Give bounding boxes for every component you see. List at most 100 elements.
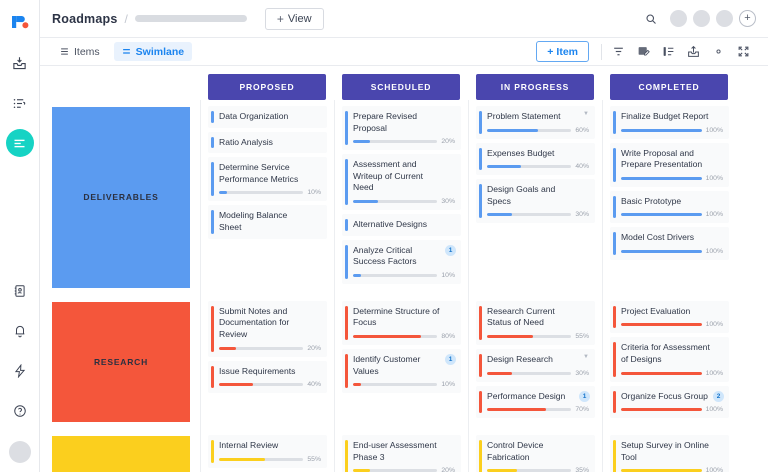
sidebar-item-help[interactable] xyxy=(6,397,34,425)
board-card[interactable]: Modeling Balance Sheet xyxy=(208,205,327,239)
board-cell[interactable]: Data Organization Ratio Analysis Determine… xyxy=(200,100,334,295)
board-card[interactable]: Alternative Designs xyxy=(342,213,461,236)
column-header[interactable]: PROPOSED xyxy=(208,74,326,100)
plus-icon: + xyxy=(547,45,554,58)
board-card[interactable]: Criteria for Assessment of Designs 100% xyxy=(610,337,729,382)
board-card[interactable]: Problem Statement 60% ▼ xyxy=(476,106,595,139)
board-cell[interactable]: Control Device Fabrication 35% xyxy=(468,429,602,472)
board-cell[interactable]: Prepare Revised Proposal 20% Assessment an… xyxy=(334,100,468,295)
search-icon[interactable] xyxy=(642,10,660,28)
card-count-badge[interactable]: 1 xyxy=(445,353,456,365)
swimlane-label[interactable]: EVALUATION xyxy=(52,436,190,472)
sidebar-item-swimlane[interactable] xyxy=(5,129,34,157)
column-header[interactable]: COMPLETED xyxy=(610,74,728,100)
sidebar-item-automations[interactable] xyxy=(6,357,34,385)
card-color-bar xyxy=(211,136,214,149)
column-header[interactable]: IN PROGRESS xyxy=(476,74,594,100)
progress-fill xyxy=(621,371,702,375)
board-card[interactable]: Project Evaluation 100% xyxy=(610,300,729,334)
board-card[interactable]: End-user Assessment Phase 3 20% xyxy=(342,435,461,472)
board-card[interactable]: Organize Focus Group 100% 2 xyxy=(610,385,729,419)
board-card[interactable]: Data Organization xyxy=(208,106,327,128)
progress-fill xyxy=(219,191,228,195)
card-count-badge[interactable]: 1 xyxy=(445,244,456,256)
swimlane-label[interactable]: RESEARCH xyxy=(52,301,190,423)
card-count-badge[interactable]: 2 xyxy=(713,390,724,402)
board-cell[interactable]: Finalize Budget Report 100% Write Proposal… xyxy=(602,100,736,295)
edit-card-icon[interactable] xyxy=(631,42,656,62)
member-avatar[interactable] xyxy=(716,10,733,27)
sidebar-item-notifications[interactable] xyxy=(6,317,34,345)
card-color-bar xyxy=(345,353,348,389)
board-card[interactable]: Identify Customer Values 10% 1 xyxy=(342,348,461,394)
board-card[interactable]: Model Cost Drivers 100% xyxy=(610,227,729,260)
tab-swimlane[interactable]: Swimlane xyxy=(113,42,193,61)
card-title: Prepare Revised Proposal xyxy=(353,111,418,133)
user-avatar[interactable] xyxy=(8,441,31,463)
card-body: Problem Statement 60% xyxy=(487,111,589,134)
board-cell[interactable]: Project Evaluation 100% Criteria for Asses… xyxy=(602,294,736,430)
board-card[interactable]: Setup Survey in Online Tool 100% xyxy=(610,435,729,472)
board-card[interactable]: Prepare Revised Proposal 20% xyxy=(342,106,461,151)
member-avatar[interactable] xyxy=(693,10,710,27)
board-card[interactable]: Issue Requirements 40% xyxy=(208,360,327,394)
board-card[interactable]: Ratio Analysis xyxy=(208,131,327,154)
progress-fill xyxy=(621,249,702,253)
settings-gear-icon[interactable] xyxy=(706,42,731,62)
board-cell[interactable]: Research Current Status of Need 55% Design… xyxy=(468,294,602,430)
chevron-down-icon[interactable]: ▼ xyxy=(583,111,589,117)
card-progress: 100% xyxy=(621,248,723,255)
progress-percent: 100% xyxy=(705,467,723,472)
card-body: Project Evaluation 100% xyxy=(621,306,723,328)
board-cell[interactable]: Problem Statement 60% ▼ Expenses Budget 40% D… xyxy=(468,100,602,295)
board-card[interactable]: Analyze Critical Success Factors 10% 1 xyxy=(342,239,461,284)
board-card[interactable]: Determine Structure of Focus 80% xyxy=(342,300,461,345)
fullscreen-expand-icon[interactable] xyxy=(731,42,756,62)
card-title: Ratio Analysis xyxy=(219,136,273,147)
board-cell[interactable]: End-user Assessment Phase 320%Review Vol… xyxy=(334,429,468,472)
board-card[interactable]: Finalize Budget Report 100% xyxy=(610,106,729,139)
r-logo-icon[interactable] xyxy=(7,9,33,35)
card-color-bar xyxy=(211,111,214,123)
swimlane-board[interactable]: PROPOSED SCHEDULED IN PROGRESS COMPLETED DEL… xyxy=(40,66,768,472)
board-card[interactable]: Expenses Budget 40% xyxy=(476,142,595,176)
board-cell[interactable]: Determine Structure of Focus 80% Identify … xyxy=(334,294,468,430)
progress-percent: 30% xyxy=(441,197,455,205)
add-view-button[interactable]: + View xyxy=(264,7,324,30)
card-title: Design Goals and Specs xyxy=(487,184,556,206)
card-progress: 80% xyxy=(353,333,455,340)
tab-items[interactable]: Items xyxy=(52,42,108,61)
sidebar-item-tasks[interactable] xyxy=(6,89,34,117)
board-card[interactable]: Determine Service Performance Metrics 10% xyxy=(208,157,327,202)
board-card[interactable]: Design Goals and Specs 30% xyxy=(476,179,595,224)
add-member-button[interactable]: + xyxy=(739,10,756,27)
swimlane-label[interactable]: DELIVERABLES xyxy=(52,107,190,288)
column-header[interactable]: SCHEDULED xyxy=(342,74,460,100)
card-color-bar xyxy=(479,390,482,414)
card-count-badge[interactable]: 1 xyxy=(579,390,590,402)
export-upload-icon[interactable] xyxy=(681,42,706,62)
chevron-down-icon[interactable]: ▼ xyxy=(583,353,589,360)
board-cell[interactable]: Submit Notes and Documentation for Revie… xyxy=(200,294,334,430)
filter-icon[interactable] xyxy=(606,42,631,62)
columns-layout-icon[interactable] xyxy=(656,42,681,62)
board-card[interactable]: Internal Review 55% xyxy=(208,435,327,468)
progress-track xyxy=(487,334,572,338)
progress-percent: 10% xyxy=(441,381,455,389)
add-item-button[interactable]: + Item xyxy=(536,41,589,62)
board-card[interactable]: Write Proposal and Prepare Presentation 1… xyxy=(610,142,729,187)
board-card[interactable]: Assessment and Writeup of Current Need 30… xyxy=(342,154,461,210)
board-card[interactable]: Research Current Status of Need 55% xyxy=(476,300,595,345)
sidebar-item-contacts[interactable] xyxy=(6,277,34,305)
board-card[interactable]: Basic Prototype 100% xyxy=(610,190,729,224)
board-card[interactable]: Control Device Fabrication 35% xyxy=(476,435,595,472)
board-card[interactable]: Performance Design 70% 1 xyxy=(476,385,595,419)
board-card[interactable]: Submit Notes and Documentation for Revie… xyxy=(208,300,327,357)
progress-fill xyxy=(621,128,702,132)
board-card[interactable]: Design Research 30% ▼ xyxy=(476,348,595,382)
member-avatar[interactable] xyxy=(670,10,687,27)
card-body: Submit Notes and Documentation for Revie… xyxy=(219,306,321,352)
sidebar-item-inbox[interactable] xyxy=(6,49,34,77)
